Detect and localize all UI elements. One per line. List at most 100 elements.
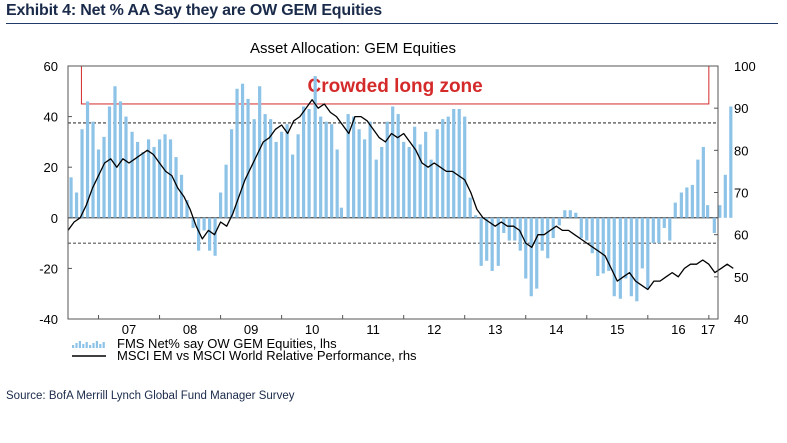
bar — [163, 134, 167, 218]
bar — [429, 159, 433, 218]
bar — [313, 76, 317, 218]
left-tick-label: 60 — [44, 59, 58, 74]
bar — [513, 217, 517, 241]
bar — [502, 217, 506, 233]
bar — [179, 174, 184, 218]
bar — [485, 217, 489, 261]
bar — [130, 131, 134, 218]
x-tick-label: 07 — [122, 322, 136, 337]
exhibit-title: Exhibit 4: Net % AA Say they are OW GEM … — [6, 2, 382, 19]
bar — [374, 159, 378, 218]
chart-title: Asset Allocation: GEM Equities — [250, 40, 456, 57]
bar — [235, 88, 239, 218]
bar — [229, 129, 234, 218]
bar — [690, 184, 694, 218]
left-tick-label: -20 — [39, 261, 58, 276]
x-tick-label: 10 — [305, 322, 319, 337]
x-tick-label: 15 — [610, 322, 624, 337]
bar — [640, 217, 644, 269]
left-tick-label: 40 — [44, 110, 58, 125]
x-tick-label: 09 — [244, 322, 258, 337]
bar — [646, 217, 650, 289]
bar — [207, 217, 212, 251]
bar — [330, 124, 334, 218]
legend-bar-swatch — [82, 344, 85, 348]
legend-bar-swatch — [99, 344, 102, 348]
bar — [679, 192, 683, 218]
bar — [668, 217, 672, 241]
legend-bar-swatch — [78, 341, 81, 348]
bar — [258, 86, 262, 218]
bar — [69, 177, 73, 218]
bar — [368, 121, 372, 218]
bar — [91, 121, 95, 218]
crowded-zone-group: Crowded long zone — [80, 65, 710, 105]
bar — [307, 109, 311, 218]
bar — [701, 146, 705, 218]
bar — [706, 205, 710, 218]
bar — [363, 139, 367, 218]
bar — [651, 217, 655, 244]
right-tick-label: 70 — [734, 186, 748, 201]
x-tick-label: 11 — [366, 322, 380, 337]
bar — [457, 109, 461, 218]
bar — [96, 149, 101, 218]
bar — [579, 217, 583, 239]
bar — [174, 157, 178, 218]
bar — [624, 217, 628, 279]
bar — [135, 141, 140, 218]
right-tick-label: 60 — [734, 228, 748, 243]
source-note: Source: BofA Merrill Lynch Global Fund M… — [6, 390, 295, 402]
bar — [529, 217, 533, 297]
x-tick-label: 17 — [701, 322, 715, 337]
right-tick-label: 90 — [734, 101, 748, 116]
bar — [718, 205, 722, 218]
bar — [435, 129, 439, 218]
bar — [601, 217, 605, 274]
legend-bar-swatch — [72, 345, 75, 348]
legend-label: FMS Net% say OW GEM Equities, lhs — [117, 336, 337, 351]
bar — [301, 106, 306, 218]
bar — [324, 121, 328, 218]
bar — [729, 106, 733, 218]
bar — [662, 217, 666, 228]
legend-bar-swatch — [102, 342, 105, 348]
bar — [191, 217, 195, 228]
bar — [685, 187, 689, 218]
bar — [563, 210, 567, 218]
legend-bar-swatch — [92, 343, 95, 348]
bar — [546, 217, 550, 259]
left-tick-label: -40 — [39, 312, 58, 327]
bar — [296, 134, 300, 218]
x-tick-label: 13 — [488, 322, 502, 337]
bar — [585, 217, 589, 241]
relative-performance-line — [67, 99, 734, 291]
bar — [85, 101, 90, 218]
bar — [507, 217, 511, 241]
bar — [413, 126, 417, 218]
x-tick-label: 14 — [549, 322, 563, 337]
bar — [612, 217, 616, 297]
crowded-zone-label: Crowded long zone — [308, 76, 483, 97]
bar — [402, 141, 406, 218]
bar — [535, 217, 539, 289]
bar — [446, 116, 450, 218]
title-rule — [6, 23, 778, 24]
bar — [346, 114, 350, 218]
bar — [107, 106, 112, 218]
bar — [274, 141, 278, 218]
right-tick-label: 80 — [734, 143, 748, 158]
bar — [673, 202, 677, 218]
bar — [263, 114, 267, 218]
bar — [391, 106, 395, 218]
line-series — [67, 99, 734, 291]
bar — [124, 116, 128, 218]
legend-bar-swatch — [85, 342, 88, 348]
right-axis: 100 90 80 70 60 50 40 — [714, 59, 756, 327]
bar — [424, 131, 428, 218]
bar — [152, 146, 156, 218]
bar — [723, 174, 727, 218]
legend-bar-swatch — [75, 343, 78, 348]
bar — [202, 217, 206, 231]
bar — [629, 217, 633, 297]
